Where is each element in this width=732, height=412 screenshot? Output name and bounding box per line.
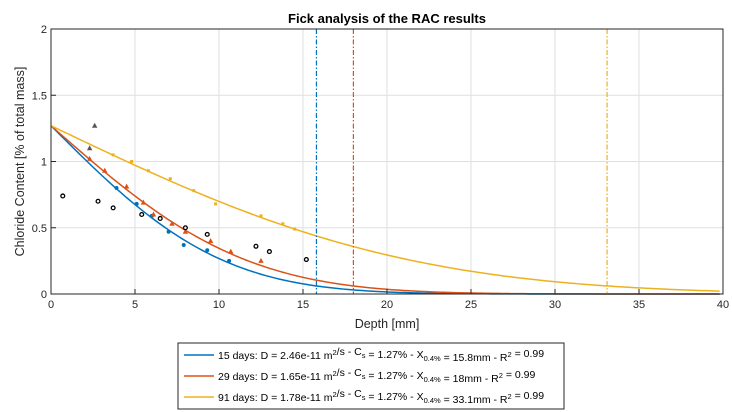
data-point bbox=[192, 189, 196, 193]
fit-curve-91-days bbox=[50, 125, 720, 292]
data-point bbox=[102, 167, 108, 173]
y-tick-label: 1.5 bbox=[32, 90, 47, 102]
legend-entry: 29 days: D = 1.65e-11 m2/s - Cs = 1.27% … bbox=[218, 367, 536, 385]
legend-entry: 91 days: D = 1.78e-11 m2/s - Cs = 1.27% … bbox=[218, 388, 544, 406]
data-point bbox=[157, 215, 163, 222]
data-point bbox=[114, 186, 119, 190]
legend-entry: 15 days: D = 2.46e-11 m2/s - Cs = 1.27% … bbox=[218, 346, 544, 364]
data-point bbox=[204, 231, 210, 237]
data-point bbox=[259, 214, 263, 218]
data-point bbox=[214, 202, 218, 206]
data-point bbox=[60, 193, 66, 199]
data-point bbox=[293, 227, 297, 231]
fit-curves bbox=[50, 125, 720, 295]
data-point bbox=[227, 258, 232, 263]
data-point bbox=[134, 201, 139, 206]
y-tick-label: 2 bbox=[41, 24, 47, 36]
data-point bbox=[169, 220, 175, 226]
fit-curve-29-days bbox=[50, 125, 720, 295]
threshold-lines bbox=[315, 29, 608, 294]
data-point bbox=[168, 177, 172, 181]
data-point bbox=[146, 169, 150, 173]
x-tick-label: 35 bbox=[633, 299, 645, 311]
data-point bbox=[123, 183, 130, 189]
data-points bbox=[60, 122, 309, 263]
data-point bbox=[95, 198, 101, 204]
legend-box bbox=[177, 342, 565, 410]
data-point bbox=[281, 222, 285, 226]
data-point bbox=[253, 243, 259, 249]
y-tick-label: 0 bbox=[41, 289, 47, 301]
data-point bbox=[150, 211, 157, 217]
data-point bbox=[111, 153, 115, 157]
x-tick-label: 30 bbox=[549, 299, 561, 311]
y-axis-label: Chloride Content [% of total mass] bbox=[13, 67, 27, 257]
data-point bbox=[182, 225, 188, 231]
x-tick-label: 20 bbox=[381, 299, 393, 311]
chart-title: Fick analysis of the RAC results bbox=[288, 11, 486, 26]
legend: 15 days: D = 2.46e-11 m2/s - Cs = 1.27% … bbox=[177, 342, 565, 410]
x-tick-label: 10 bbox=[213, 299, 225, 311]
data-point bbox=[303, 256, 309, 263]
data-point bbox=[207, 238, 214, 243]
data-point bbox=[86, 145, 93, 151]
data-point bbox=[139, 211, 145, 218]
x-tick-label: 25 bbox=[465, 299, 477, 311]
fit-curve-15-days bbox=[50, 125, 720, 295]
data-point bbox=[166, 229, 171, 234]
data-point bbox=[181, 242, 186, 247]
data-point bbox=[86, 155, 93, 161]
y-ticks: 0 0.5 1 1.5 2 bbox=[32, 24, 56, 301]
data-point bbox=[140, 199, 147, 205]
data-point bbox=[266, 249, 272, 255]
data-point bbox=[205, 248, 210, 253]
data-point bbox=[228, 248, 234, 254]
x-ticks: 0 5 10 15 20 25 30 35 40 bbox=[48, 289, 729, 311]
y-tick-label: 0.5 bbox=[32, 223, 47, 235]
x-tick-label: 15 bbox=[297, 299, 309, 311]
data-point bbox=[182, 228, 189, 234]
data-point bbox=[258, 257, 264, 263]
x-tick-label: 5 bbox=[132, 299, 138, 311]
x-axis-label: Depth [mm] bbox=[355, 317, 420, 331]
data-point bbox=[130, 160, 134, 163]
x-tick-label: 40 bbox=[717, 299, 729, 311]
data-point bbox=[91, 122, 98, 128]
data-point bbox=[110, 205, 116, 211]
x-tick-label: 0 bbox=[48, 299, 54, 311]
y-tick-label: 1 bbox=[41, 157, 47, 169]
